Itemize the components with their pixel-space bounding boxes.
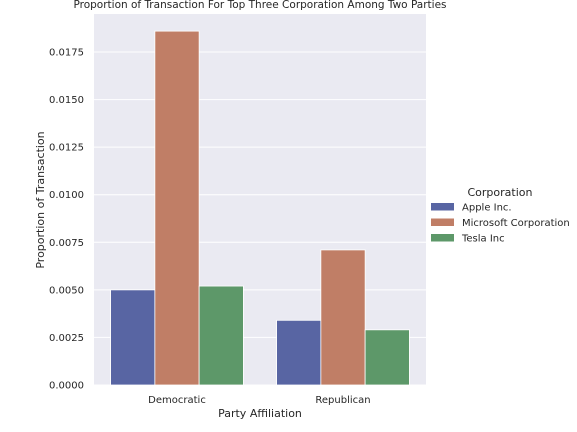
bars	[110, 30, 410, 386]
bar-tesla-inc-republican	[364, 329, 410, 386]
y-tick-label: 0.0025	[49, 333, 84, 344]
bar-microsoft-corporation-democratic	[154, 30, 200, 386]
legend-title: Corporation	[468, 186, 533, 199]
y-tick-label: 0.0100	[49, 190, 84, 201]
y-tick-label: 0.0000	[49, 381, 84, 392]
x-ticks: Democratic Republican	[148, 395, 370, 406]
x-tick-label: Republican	[315, 395, 370, 406]
legend-label: Microsoft Corporation	[462, 218, 570, 229]
y-tick-label: 0.0050	[49, 285, 84, 296]
legend-swatch	[431, 218, 454, 226]
chart-title: Proportion of Transaction For Top Three …	[73, 0, 446, 11]
y-axis-label: Proportion of Transaction	[34, 131, 47, 268]
bar-tesla-inc-democratic	[198, 285, 244, 386]
legend-swatch	[431, 234, 454, 242]
legend-label: Tesla Inc	[461, 234, 505, 245]
y-tick-label: 0.0150	[49, 95, 84, 106]
legend: Corporation Apple Inc. Microsoft Corporat…	[431, 186, 570, 245]
y-tick-label: 0.0175	[49, 48, 84, 59]
y-ticks: 0.0000 0.0025 0.0050 0.0075 0.0100 0.0125 0.01…	[49, 48, 84, 392]
legend-label: Apple Inc.	[462, 203, 512, 214]
y-tick-label: 0.0075	[49, 238, 84, 249]
x-tick-label: Democratic	[148, 395, 206, 406]
bar-microsoft-corporation-republican	[320, 249, 366, 386]
bar-apple-inc-democratic	[110, 289, 156, 386]
legend-swatch	[431, 203, 454, 211]
bar-apple-inc-republican	[276, 319, 322, 386]
x-axis-label: Party Affiliation	[218, 407, 302, 420]
y-tick-label: 0.0125	[49, 143, 84, 154]
